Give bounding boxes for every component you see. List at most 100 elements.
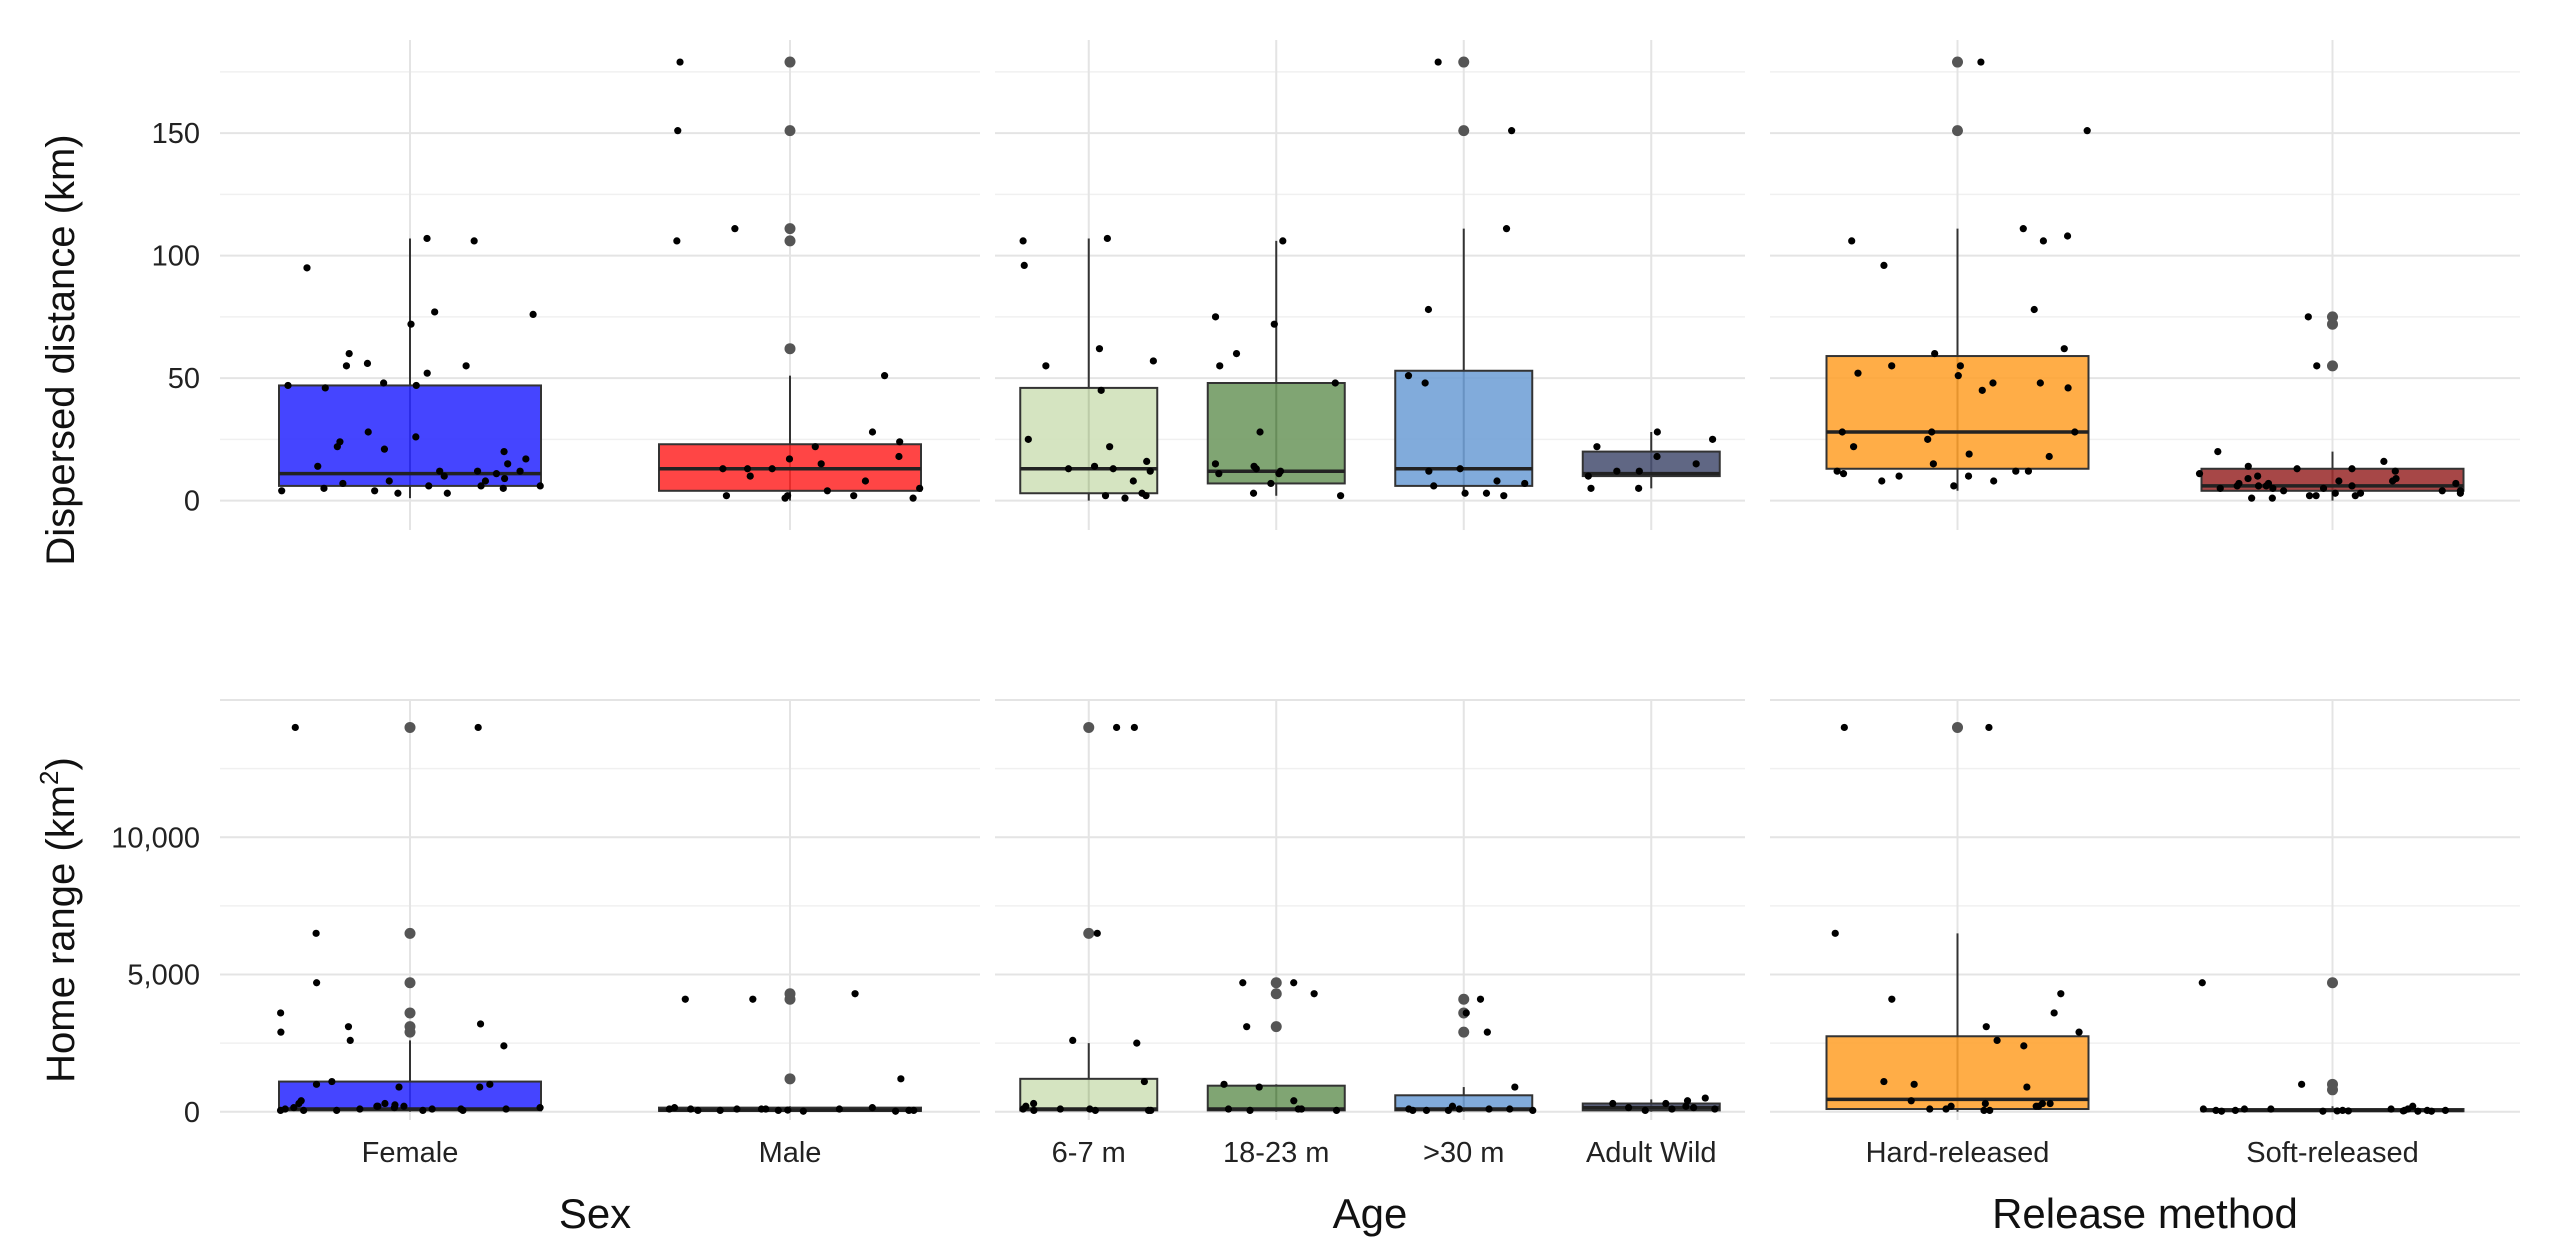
data-point bbox=[2057, 990, 2065, 998]
data-point bbox=[1270, 320, 1278, 328]
data-point bbox=[784, 1106, 792, 1114]
data-point bbox=[1129, 477, 1137, 485]
data-point bbox=[1840, 723, 1848, 732]
data-point bbox=[395, 1083, 403, 1091]
data-point bbox=[1093, 929, 1101, 937]
data-point bbox=[363, 359, 372, 367]
data-point bbox=[431, 308, 439, 316]
data-point bbox=[2195, 470, 2204, 478]
box-female-p1 bbox=[278, 384, 542, 487]
data-point bbox=[1456, 465, 1464, 473]
data-point bbox=[2046, 1099, 2054, 1108]
data-point bbox=[1929, 460, 1937, 468]
data-point bbox=[2254, 482, 2263, 490]
data-point bbox=[1430, 482, 1438, 490]
data-point bbox=[1662, 1099, 1670, 1108]
data-point bbox=[2333, 1107, 2341, 1115]
data-point bbox=[1635, 484, 1643, 492]
data-point bbox=[1101, 492, 1110, 500]
data-point bbox=[1310, 990, 1318, 998]
x-tick-label-adult-wild: Adult Wild bbox=[1586, 1137, 1717, 1169]
data-point bbox=[2198, 979, 2206, 987]
data-point bbox=[2392, 474, 2400, 483]
data-point bbox=[1042, 362, 1050, 370]
data-point bbox=[277, 1028, 285, 1036]
data-point bbox=[1279, 237, 1287, 245]
outlier-point bbox=[1270, 977, 1282, 989]
outlier-point bbox=[1952, 56, 1963, 68]
y-tick-label: 5,000 bbox=[127, 960, 200, 992]
data-point bbox=[1149, 357, 1157, 365]
data-point bbox=[1833, 467, 1841, 475]
data-point bbox=[1928, 428, 1936, 436]
data-point bbox=[1965, 450, 1973, 458]
data-point bbox=[1895, 472, 1903, 480]
data-point bbox=[2348, 482, 2356, 490]
x-tick-label-30-m: >30 m bbox=[1423, 1137, 1504, 1169]
data-point bbox=[2348, 465, 2356, 473]
data-point bbox=[1483, 1028, 1491, 1036]
data-point bbox=[1990, 477, 1998, 485]
data-point bbox=[1690, 1104, 1698, 1112]
data-point bbox=[2304, 313, 2312, 321]
data-point bbox=[905, 1106, 913, 1114]
data-point bbox=[1508, 127, 1516, 135]
data-point bbox=[2298, 1080, 2306, 1088]
data-point bbox=[342, 362, 351, 370]
data-point bbox=[2240, 1105, 2249, 1113]
data-point bbox=[529, 310, 537, 318]
outlier-point bbox=[1458, 993, 1470, 1005]
data-point bbox=[1980, 1106, 1988, 1114]
data-point bbox=[522, 455, 530, 463]
outlier-point bbox=[784, 988, 796, 1000]
data-point bbox=[784, 492, 792, 500]
data-point bbox=[1130, 723, 1138, 732]
data-point bbox=[1500, 492, 1508, 500]
data-point bbox=[1142, 492, 1150, 500]
data-point bbox=[2319, 484, 2328, 492]
x-tick-label-hard-released: Hard-released bbox=[1866, 1137, 2050, 1169]
data-point bbox=[1521, 479, 1529, 488]
data-point bbox=[297, 1097, 305, 1105]
data-point bbox=[1668, 1105, 1676, 1113]
box-18-23-m-p1 bbox=[1206, 382, 1346, 485]
data-point bbox=[1215, 470, 1223, 478]
data-point bbox=[1986, 1106, 1994, 1114]
data-point bbox=[371, 487, 379, 495]
data-point bbox=[2019, 225, 2027, 233]
data-point bbox=[1880, 1077, 1888, 1086]
data-point bbox=[328, 1077, 336, 1086]
data-point bbox=[2268, 494, 2276, 502]
y-axis-label-bottom-main: Home range (km bbox=[39, 785, 83, 1083]
data-point bbox=[344, 1023, 353, 1031]
data-point bbox=[909, 494, 917, 502]
data-point bbox=[290, 1104, 298, 1112]
data-point bbox=[400, 1102, 408, 1110]
data-point bbox=[2356, 489, 2365, 497]
data-point bbox=[1109, 465, 1117, 473]
data-point bbox=[1831, 929, 1839, 937]
box-30-m-p1 bbox=[1394, 369, 1534, 487]
data-point bbox=[2456, 487, 2465, 495]
data-point bbox=[2335, 477, 2343, 485]
data-point bbox=[1682, 1102, 1690, 1110]
data-point bbox=[303, 264, 311, 272]
data-point bbox=[2313, 362, 2321, 370]
data-point bbox=[1019, 237, 1027, 245]
outlier-point bbox=[2327, 311, 2338, 323]
grid-layer bbox=[220, 40, 2520, 1120]
data-point bbox=[1086, 1105, 1094, 1113]
data-point bbox=[1878, 477, 1886, 485]
data-point bbox=[1220, 1080, 1228, 1088]
data-point bbox=[390, 1104, 398, 1112]
data-point bbox=[1593, 443, 1601, 451]
data-point bbox=[380, 379, 388, 387]
data-point bbox=[1981, 1099, 1989, 1108]
data-point bbox=[1211, 460, 1220, 468]
data-point bbox=[1243, 1023, 1251, 1031]
data-point bbox=[2339, 1106, 2347, 1114]
data-point bbox=[1249, 489, 1258, 497]
data-point bbox=[746, 472, 754, 480]
outlier-point bbox=[1458, 125, 1470, 137]
outlier-point bbox=[784, 56, 796, 68]
